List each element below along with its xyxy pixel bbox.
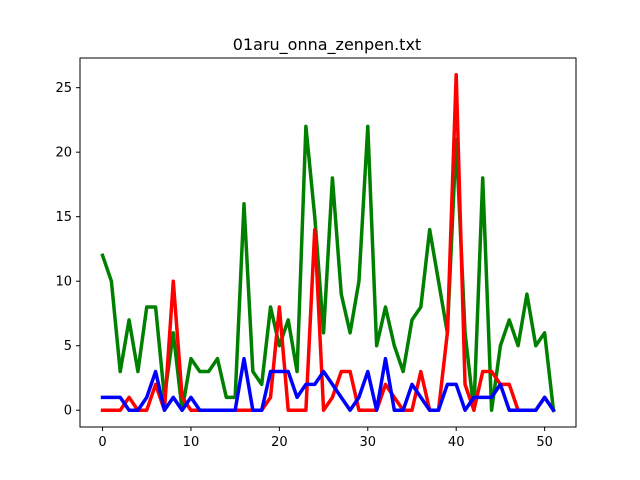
series-line-2	[100, 73, 556, 413]
series-group	[100, 73, 556, 413]
x-tick-label: 50	[536, 435, 553, 450]
x-tick-label: 30	[360, 435, 377, 450]
plot-area-frame	[79, 57, 577, 428]
y-tick-label: 10	[55, 275, 72, 290]
chart-title: 01aru_onna_zenpen.txt	[233, 35, 421, 55]
y-tick-label: 20	[55, 146, 72, 161]
series-line-1	[100, 124, 556, 413]
y-tick-label: 25	[55, 81, 72, 96]
x-tick-label: 20	[271, 435, 288, 450]
x-tick-label: 10	[183, 435, 200, 450]
y-tick-label: 0	[64, 404, 72, 419]
y-axis: 0 5 10 15 20 25	[55, 81, 80, 419]
y-tick-label: 5	[64, 339, 72, 354]
x-tick-label: 40	[448, 435, 465, 450]
x-tick-label: 0	[98, 435, 106, 450]
x-axis: 0 10 20 30 40 50	[98, 427, 553, 450]
series-line-3	[100, 356, 556, 413]
y-tick-label: 15	[55, 210, 72, 225]
